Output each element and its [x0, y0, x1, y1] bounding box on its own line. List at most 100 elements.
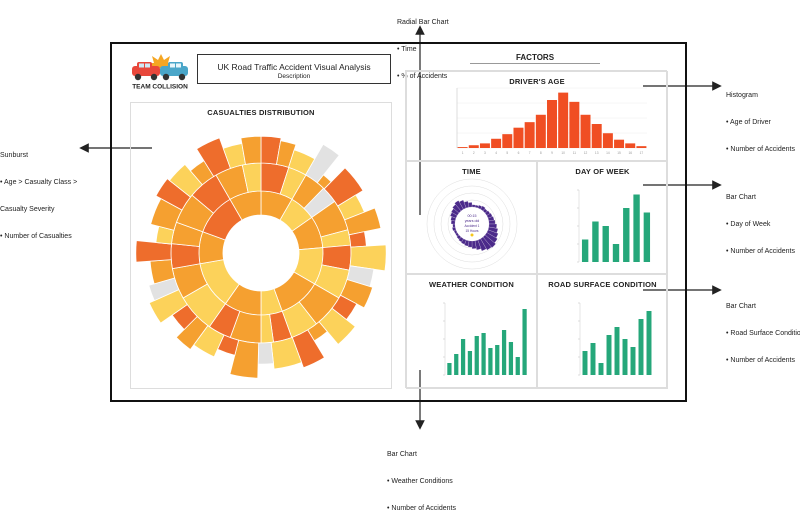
drivers-age-histogram: 1 2 3 4 5 6 7 8 9 10 11 12 13 14 15 16 17 [456, 87, 647, 155]
factors-panel: DRIVER'S AGE 1 2 3 4 5 6 7 8 9 10 11 12 13 14 15 16 17 T… [405, 70, 668, 389]
time-center-line1: 00:15 [468, 214, 477, 218]
radial-grid-ring [426, 178, 518, 270]
radial-bar [468, 202, 473, 208]
sunburst-ring3-segment [339, 278, 374, 309]
day-of-week-bar-chart [577, 189, 651, 263]
radial-grid-ring [440, 192, 504, 256]
histogram-bar [636, 146, 647, 148]
histogram-bar [535, 114, 546, 148]
histogram-bar [513, 127, 524, 148]
histogram-tick-label: 12 [584, 151, 588, 155]
weather-bar [447, 363, 452, 375]
day-of-week-bar [602, 226, 609, 262]
histogram-tick-label: 6 [518, 151, 520, 155]
sunburst-ring3-segment [155, 178, 192, 211]
histogram-tick-label: 7 [529, 151, 531, 155]
road-surface-cell: ROAD SURFACE CONDITION [537, 274, 668, 389]
radial-bar [452, 223, 456, 228]
drivers-age-cell: DRIVER'S AGE 1 2 3 4 5 6 7 8 9 10 11 12 13 14 15 16 17 [406, 71, 668, 161]
histogram-tick-label: 1 [462, 151, 464, 155]
time-center-line4: 15 Hours [466, 229, 479, 233]
dashboard-frame [110, 42, 687, 402]
histogram-tick-label: 8 [540, 151, 542, 155]
logo-text: TEAM COLLISION [132, 84, 188, 91]
histogram-bar [502, 134, 513, 148]
annotation-title: Bar Chart [726, 194, 756, 201]
histogram-tick-label: 17 [640, 151, 644, 155]
histogram-bar [457, 147, 468, 148]
weather-bar [474, 336, 479, 375]
histogram-bar [580, 114, 591, 148]
page-description: Description [277, 73, 311, 80]
histogram-tick-label: 2 [473, 151, 475, 155]
radial-bar [467, 240, 473, 248]
casualties-panel: CASUALTIES DISTRIBUTION [130, 102, 392, 389]
title-box: UK Road Traffic Accident Visual Analysis… [197, 54, 391, 84]
radial-bar [474, 239, 482, 251]
page-title: UK Road Traffic Accident Visual Analysis [217, 62, 371, 72]
radial-bar [482, 234, 496, 248]
annotation-item: • Age of Driver [726, 119, 771, 126]
weather-bar-chart [443, 302, 527, 376]
annotation-item: • Age > Casualty Class > [0, 179, 78, 186]
radial-bar [480, 205, 486, 212]
histogram-bar [614, 139, 625, 148]
annotation-item: • Number of Accidents [726, 146, 795, 153]
road-surface-bar [606, 335, 612, 375]
annotation-item: Casualty Severity [0, 206, 55, 213]
annotation-item: • % of Accidents [397, 73, 448, 80]
annotation-radial-bar: Radial Bar Chart • Time • % of Accidents [397, 0, 449, 90]
sunburst-ring3-segment [175, 315, 209, 351]
histogram-tick-label: 4 [495, 151, 497, 155]
radial-bar [471, 204, 476, 208]
day-of-week-bar [581, 239, 589, 262]
day-of-week-title: DAY OF WEEK [575, 167, 630, 176]
sunburst-ring2-segment [170, 243, 201, 270]
histogram-bar [625, 143, 636, 148]
radial-bar [458, 236, 464, 243]
annotation-title: Bar Chart [387, 451, 417, 458]
radial-bar [480, 236, 492, 251]
sunburst-ring3-segment [135, 240, 172, 263]
time-center-line2: years old [465, 219, 480, 223]
annotation-item: • Weather Conditions [387, 478, 453, 485]
histogram-tick-label: 9 [551, 151, 553, 155]
team-collision-logo: TEAM COLLISION [126, 50, 196, 92]
sunburst-ring3-segment [148, 289, 188, 324]
sunburst-ring3-segment [318, 307, 356, 345]
annotation-title: Sunburst [0, 152, 29, 159]
annotation-title: Histogram [726, 92, 758, 99]
road-surface-bar [582, 351, 588, 375]
weather-bar [515, 357, 520, 375]
annotation-item: • Number of Accidents [387, 505, 456, 512]
annotation-item: • Number of Accidents [726, 357, 795, 364]
drivers-age-title: DRIVER'S AGE [509, 77, 565, 86]
sunburst-ring3-segment [229, 339, 260, 379]
annotation-item: • Number of Accidents [726, 248, 795, 255]
weather-bar [454, 354, 459, 375]
sunburst-ring3-segment [348, 231, 367, 248]
weather-bar [522, 309, 527, 375]
sunburst-ring3-segment [240, 135, 262, 165]
histogram-bar [524, 122, 535, 148]
time-center-line3: Accident 1 [465, 224, 480, 228]
annotation-item: • Number of Casualties [0, 233, 72, 240]
histogram-bar [591, 124, 602, 148]
road-surface-bar [622, 339, 628, 375]
weather-bar [467, 351, 473, 375]
sunburst-ring3-segment [257, 341, 274, 365]
histogram-tick-label: 10 [561, 151, 565, 155]
factors-title: FACTORS [515, 53, 555, 62]
histogram-bar [569, 101, 580, 148]
road-surface-bar [614, 327, 620, 375]
annotation-histogram: Histogram • Age of Driver • Number of Ac… [726, 73, 795, 163]
radial-bar [471, 240, 477, 249]
weather-bar [488, 348, 493, 375]
histogram-tick-label: 3 [484, 151, 486, 155]
weather-title: WEATHER CONDITION [429, 280, 514, 289]
weather-cell: WEATHER CONDITION [406, 274, 537, 389]
histogram-bar [491, 138, 502, 148]
histogram-bar [602, 133, 613, 148]
weather-bar [501, 330, 507, 375]
day-of-week-bar [612, 244, 620, 262]
